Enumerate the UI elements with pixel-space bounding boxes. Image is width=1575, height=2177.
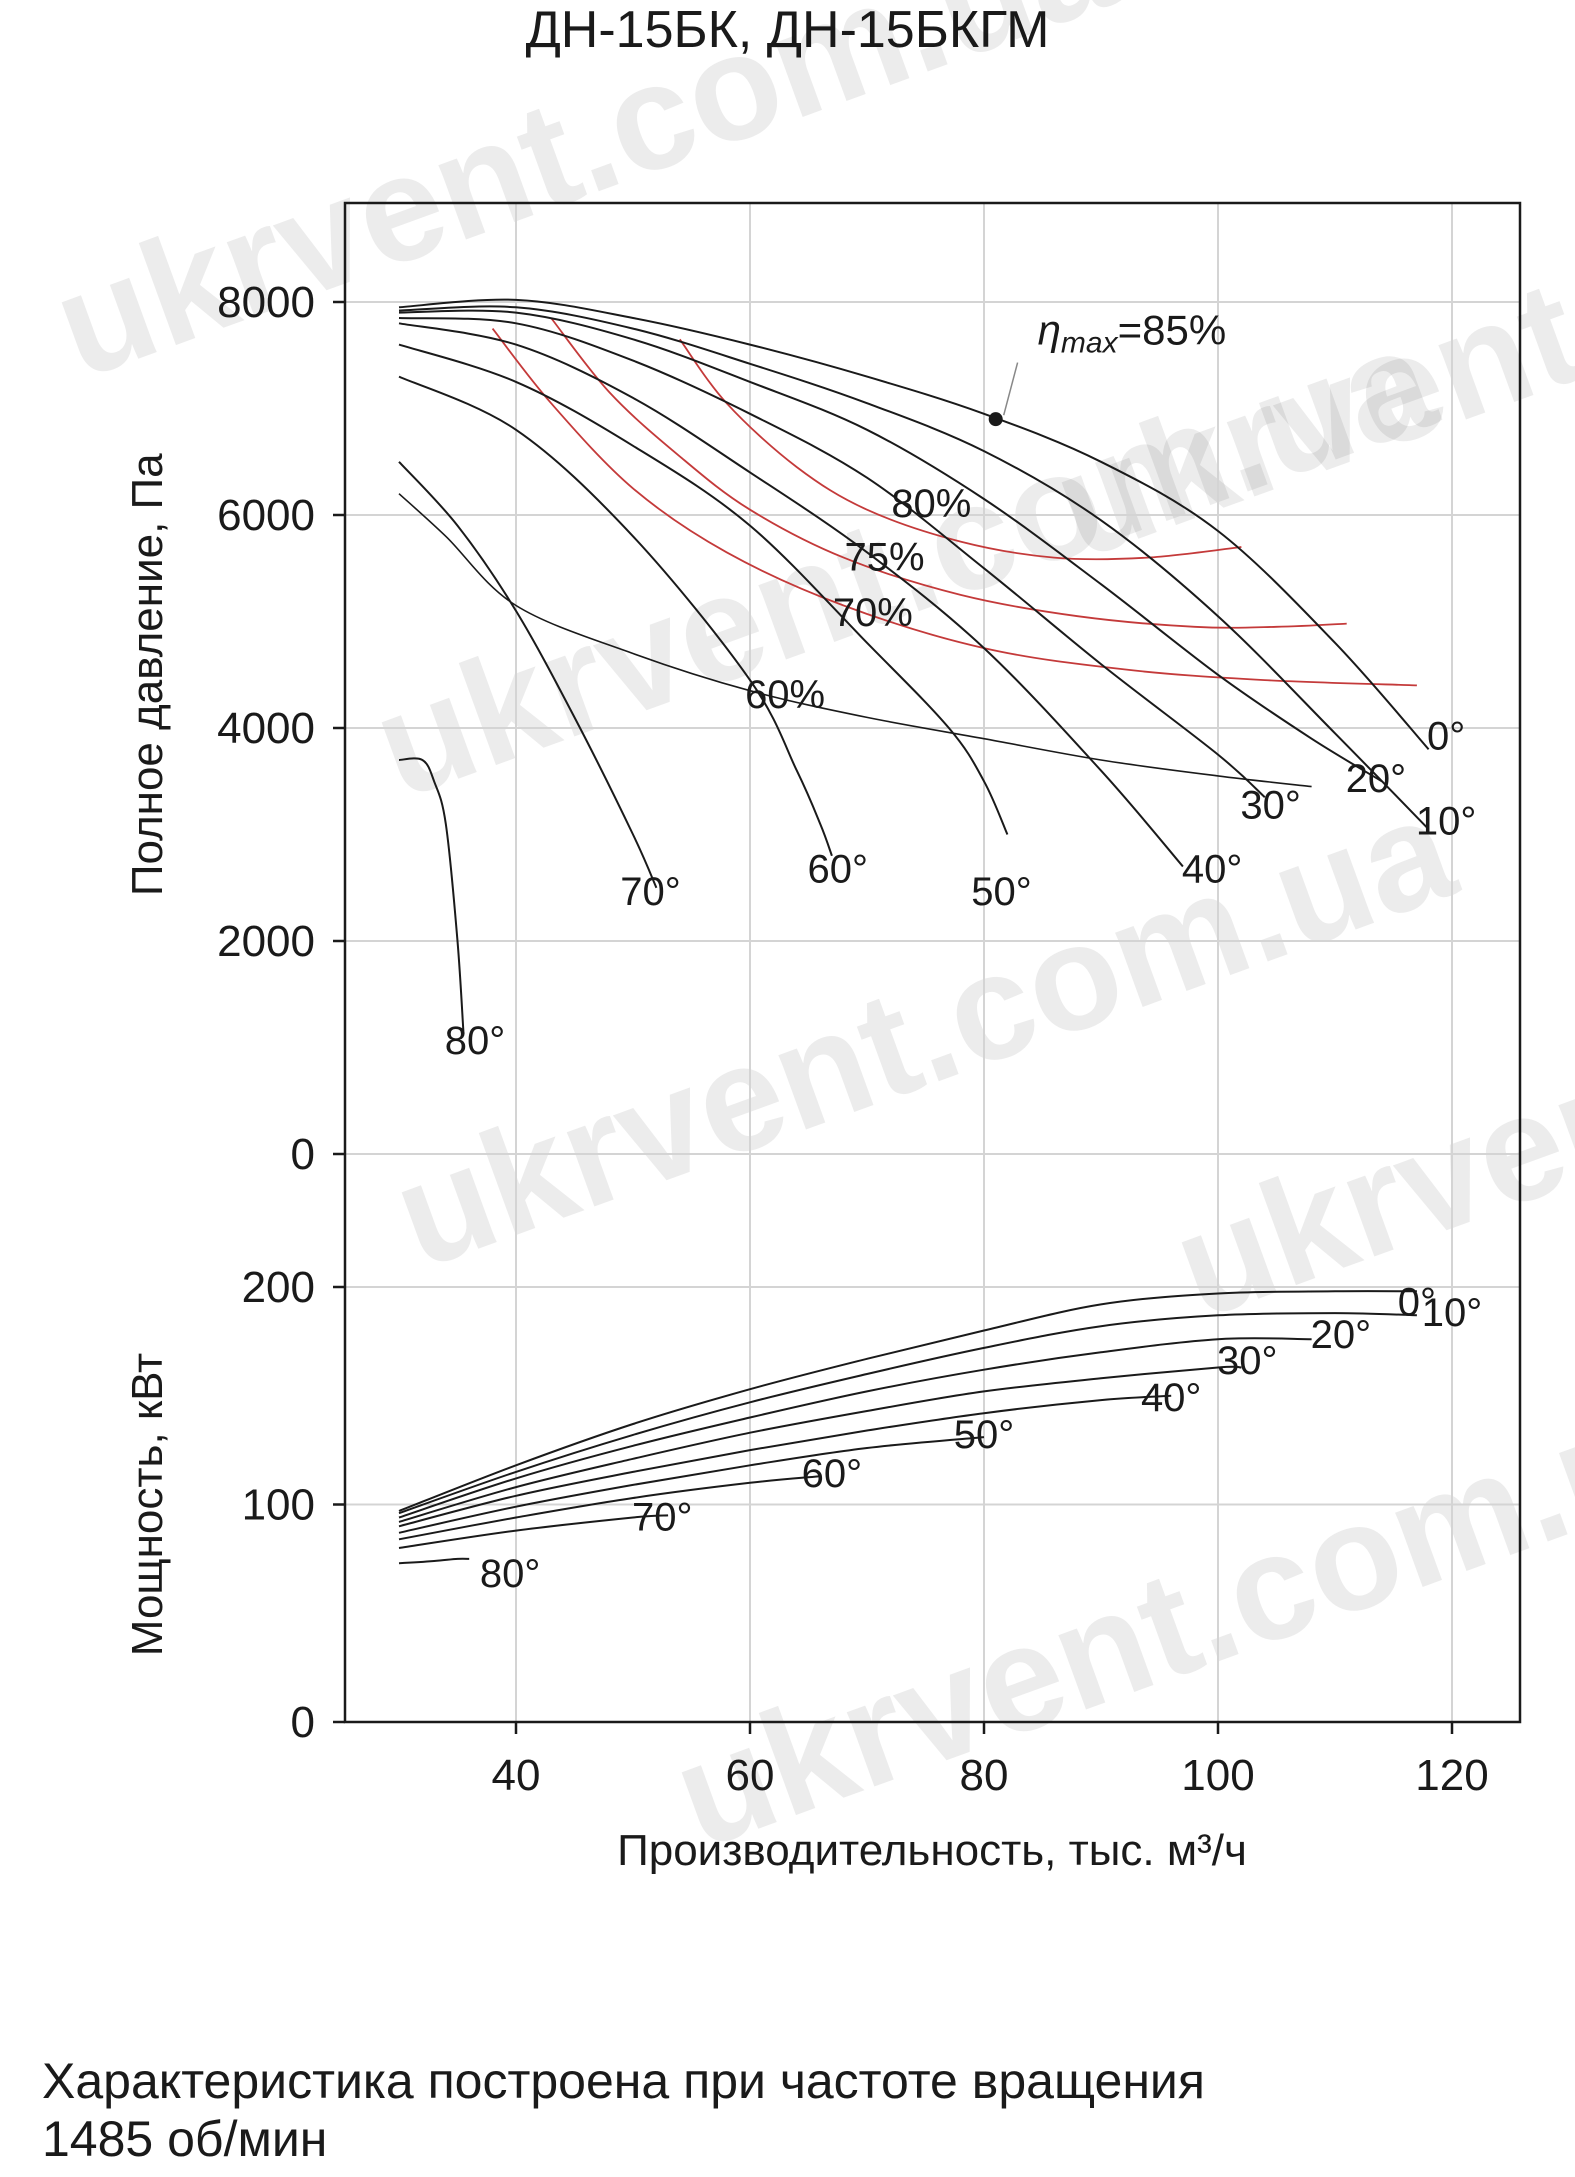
series-line <box>398 1365 1242 1523</box>
series-label: 40° <box>1141 1376 1202 1420</box>
series-label: 60° <box>808 847 869 891</box>
efficiency-label: 75% <box>845 535 925 579</box>
series-label: 20° <box>1311 1313 1372 1357</box>
label-layer: 80%75%70%60%0°10°20°30°40°50°60°70°80°ηm… <box>445 307 1482 1597</box>
annotation-leader <box>1002 362 1019 416</box>
x-tick-label: 40 <box>492 1751 541 1800</box>
series-line <box>398 298 1430 750</box>
series-line <box>398 322 1184 868</box>
series-label: 70° <box>620 870 681 914</box>
series-line <box>398 309 1383 783</box>
eta-max-point <box>988 412 1003 427</box>
y-tick-label: 100 <box>242 1481 315 1530</box>
series-line <box>398 1557 470 1565</box>
efficiency-label: 60% <box>745 673 825 717</box>
efficiency-label: 70% <box>833 591 913 635</box>
y-tick-label: 4000 <box>217 704 315 753</box>
series-label: 0° <box>1427 714 1465 758</box>
series-line <box>398 1436 985 1534</box>
efficiency-curve <box>679 338 1242 561</box>
series-line <box>398 1394 1172 1528</box>
y-tick-label: 0 <box>291 1698 315 1747</box>
watermark-text: ukrvent.com.ua <box>33 0 1134 410</box>
curve-layer <box>398 298 1430 1565</box>
series-line <box>398 343 1009 835</box>
x-tick-label: 80 <box>960 1751 1009 1800</box>
series-line <box>398 461 658 889</box>
series-label: 70° <box>632 1496 693 1540</box>
axis-layer: 0 2000 4000 6000 8000 Полное давление, Па 0 100… <box>123 201 1522 1875</box>
series-label: 30° <box>1240 784 1301 828</box>
series-line <box>398 317 1266 798</box>
y-tick-label: 0 <box>291 1130 315 1179</box>
plot-frame <box>343 201 1522 1724</box>
y-axis-label: Полное давление, Па <box>123 453 172 896</box>
chart-title: ДН-15БК, ДН-15БКГМ <box>525 1 1050 59</box>
series-line <box>398 1290 1417 1512</box>
series-line <box>398 305 1430 830</box>
efficiency-curve <box>398 493 1312 788</box>
series-line <box>398 1475 821 1541</box>
series-label: 0° <box>1398 1280 1436 1324</box>
series-label: 60° <box>802 1452 863 1496</box>
series-label: 80° <box>480 1552 541 1596</box>
caption-line-1: Характеристика построена при частоте вра… <box>42 2053 1205 2109</box>
series-label: 50° <box>954 1413 1015 1457</box>
series-line <box>398 1337 1312 1519</box>
y-tick-label: 200 <box>242 1263 315 1312</box>
series-label: 30° <box>1217 1339 1278 1383</box>
series-label: 10° <box>1416 800 1477 844</box>
y-tick-label: 2000 <box>217 917 315 966</box>
series-line <box>398 1514 669 1549</box>
eta-max-label: ηmax=85% <box>1038 307 1227 360</box>
chart-caption: Характеристика построена при частоте вра… <box>42 2052 1522 2168</box>
series-label: 10° <box>1422 1291 1483 1335</box>
x-axis-label: Производительность, тыс. м³/ч <box>617 1826 1247 1875</box>
x-tick-label: 120 <box>1415 1751 1488 1800</box>
y-tick-label: 6000 <box>217 491 315 540</box>
y-tick-label: 8000 <box>217 278 315 327</box>
watermark-text: ukrvent.com.ua <box>1033 52 1575 590</box>
x-tick-label: 100 <box>1181 1751 1254 1800</box>
y-axis-label: Мощность, кВт <box>123 1353 172 1656</box>
series-label: 50° <box>971 870 1032 914</box>
caption-line-2: 1485 об/мин <box>42 2111 328 2167</box>
efficiency-curve <box>491 328 1417 687</box>
series-line <box>398 1312 1417 1515</box>
x-tick-label: 60 <box>726 1751 775 1800</box>
series-line <box>398 375 833 857</box>
series-line <box>398 757 465 1032</box>
series-label: 20° <box>1346 757 1407 801</box>
series-label: 80° <box>445 1019 506 1063</box>
efficiency-label: 80% <box>891 482 971 526</box>
series-label: 40° <box>1182 847 1243 891</box>
